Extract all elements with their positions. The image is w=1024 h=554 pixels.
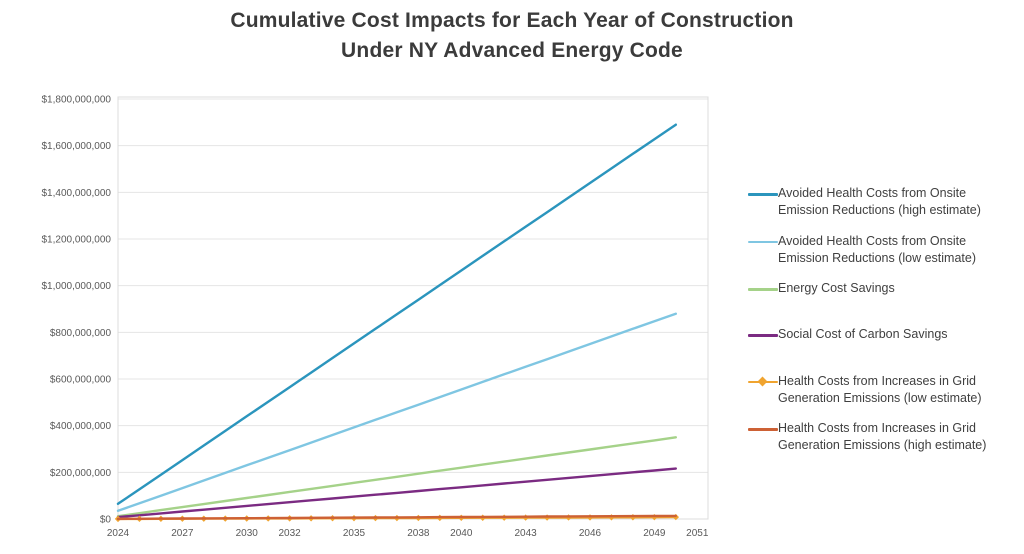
chart-title: Cumulative Cost Impacts for Each Year of… xyxy=(0,6,1024,67)
x-tick-label: 2051 xyxy=(686,528,709,539)
x-tick-label: 2035 xyxy=(343,528,366,539)
legend-item-label: Health Costs from Increases in Grid Gene… xyxy=(778,373,982,405)
legend-item-grid-emissions-high: Health Costs from Increases in Grid Gene… xyxy=(748,420,1020,455)
y-tick-label: $1,200,000,000 xyxy=(41,235,111,246)
legend-item-label: Health Costs from Increases in Grid Gene… xyxy=(778,421,987,453)
x-tick-label: 2043 xyxy=(515,528,538,539)
legend-item-avoided-health-high: Avoided Health Costs from Onsite Emissio… xyxy=(748,185,1020,220)
legend-item-avoided-health-low: Avoided Health Costs from Onsite Emissio… xyxy=(748,233,1020,268)
y-tick-label: $1,400,000,000 xyxy=(41,188,111,199)
x-tick-label: 2024 xyxy=(107,528,130,539)
x-tick-label: 2038 xyxy=(407,528,430,539)
legend-item-grid-emissions-low: Health Costs from Increases in Grid Gene… xyxy=(748,373,1020,408)
y-tick-label: $0 xyxy=(100,515,112,526)
x-tick-label: 2049 xyxy=(643,528,666,539)
x-tick-label: 2030 xyxy=(236,528,259,539)
legend-item-label: Avoided Health Costs from Onsite Emissio… xyxy=(778,233,976,265)
y-tick-label: $1,800,000,000 xyxy=(41,95,111,106)
x-tick-label: 2040 xyxy=(450,528,473,539)
legend-item-energy-cost-savings: Energy Cost Savings xyxy=(748,280,1020,297)
legend-line-swatch xyxy=(748,420,778,437)
series-line-0 xyxy=(116,123,677,505)
legend-line-swatch xyxy=(748,326,778,343)
legend-item-social-cost-carbon: Social Cost of Carbon Savings xyxy=(748,326,1020,343)
legend-line-swatch xyxy=(748,185,778,202)
legend-item-label: Social Cost of Carbon Savings xyxy=(778,327,948,342)
chart-legend: Avoided Health Costs from Onsite Emissio… xyxy=(748,185,1020,455)
y-tick-label: $600,000,000 xyxy=(50,375,112,386)
series-line-2 xyxy=(116,436,677,518)
legend-item-label: Avoided Health Costs from Onsite Emissio… xyxy=(778,186,981,218)
legend-line-swatch xyxy=(748,280,778,297)
legend-item-label: Energy Cost Savings xyxy=(778,281,895,295)
chart-title-line2: Under NY Advanced Energy Code xyxy=(341,39,683,63)
x-tick-label: 2046 xyxy=(579,528,602,539)
series-line-1 xyxy=(116,312,677,512)
x-tick-label: 2027 xyxy=(171,528,194,539)
x-tick-label: 2032 xyxy=(279,528,302,539)
y-tick-label: $1,600,000,000 xyxy=(41,141,111,152)
plot-border xyxy=(117,96,709,520)
diamond-marker-icon xyxy=(757,376,768,386)
y-tick-label: $200,000,000 xyxy=(50,468,112,479)
legend-line-swatch xyxy=(748,233,778,250)
legend-line-diamond-swatch xyxy=(748,373,778,390)
series-line-3 xyxy=(116,467,677,519)
y-tick-label: $800,000,000 xyxy=(50,328,112,339)
chart-title-line1: Cumulative Cost Impacts for Each Year of… xyxy=(230,9,794,32)
y-tick-label: $1,000,000,000 xyxy=(41,281,111,292)
y-tick-label: $400,000,000 xyxy=(50,421,112,432)
series-line-5 xyxy=(116,514,677,521)
